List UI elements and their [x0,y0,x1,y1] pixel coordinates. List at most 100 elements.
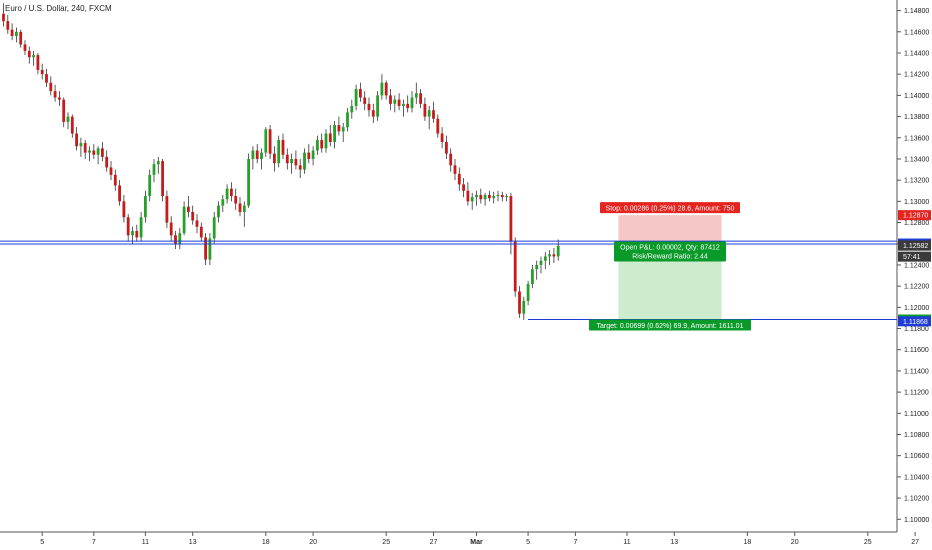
candle [445,135,448,159]
price-tick-label: 1.13200 [904,178,929,185]
candle-body [169,222,173,236]
candle [505,193,508,202]
candle-body [27,50,31,58]
time-tick-label: 27 [430,539,438,546]
time-axis[interactable]: 5 7 11 13 18 20 25 27 Mar 5 7 11 13 18 20 25 27 [0,531,919,546]
candle [548,250,551,265]
candle-body [281,139,285,155]
candle [83,139,87,159]
price-tick-label: 1.11600 [904,347,929,354]
candle [182,201,186,236]
candle-body [242,205,246,212]
candle-body [208,238,212,260]
candle-body [174,235,177,244]
price-tick-label: 1.10000 [904,517,929,524]
candle [75,127,78,151]
candle [462,178,465,198]
target-label: Target: 0.00699 (0.62%) 69.9, Amount: 16… [589,319,751,331]
price-axis[interactable]: 1.14800 1.14600 1.14400 1.14200 1.14000 1.138… [896,0,931,532]
candle-body [556,245,560,257]
candle [66,112,70,130]
candle-body [62,99,66,122]
candle [144,190,147,223]
price-tag-bg [898,251,931,262]
price-tick-label: 1.12400 [904,262,929,269]
candle-body [10,29,14,37]
candle-body [109,167,113,175]
candle-body [264,129,268,153]
candle [204,233,207,265]
candle-body [402,103,405,106]
candle-body [277,139,281,164]
candle-body [526,284,530,301]
candle [470,192,474,210]
candle-body [126,217,130,236]
candle [217,201,220,223]
candle-body [436,118,440,134]
candle-body [427,110,431,117]
candle [513,237,517,297]
candle [294,150,298,170]
candle-body [113,174,117,186]
candle-body [453,165,457,174]
candle [191,205,195,225]
price-tick-label: 1.10600 [904,453,929,460]
candle [101,142,104,162]
price-tick-label: 1.14200 [904,72,929,79]
candle [277,135,281,168]
candle-body [432,110,435,119]
candle [187,196,190,218]
candle [242,201,246,227]
time-tick-label: 5 [40,539,44,546]
time-tick-label: 5 [526,539,530,546]
price-tag: 1.12582 [898,240,931,251]
price-tick-label: 1.13400 [904,156,929,163]
price-tag-bg [898,240,931,251]
candle-body [144,196,147,218]
candle [290,153,293,174]
price-tick-label: 1.13600 [904,135,929,142]
candle [298,158,302,179]
candle [58,91,61,106]
price-tick-label: 1.14000 [904,93,929,100]
time-tick-label: 18 [744,539,752,546]
candle-body [440,133,444,143]
candle [328,125,332,147]
candle [251,146,255,170]
time-tick-label: 7 [92,539,96,546]
candle [126,214,130,242]
plot-area[interactable] [0,0,897,532]
candle [161,158,164,202]
candle [384,80,388,100]
candle [341,122,345,143]
candle [363,91,367,111]
candle [333,120,336,149]
candle [466,182,470,206]
candle [178,227,182,250]
candle-body [118,185,121,202]
candle [105,150,109,172]
candle-body [552,254,556,257]
candle-body [337,125,341,132]
price-tick-label: 1.11800 [904,326,929,333]
price-tag-bg [898,316,931,327]
candle-body [543,256,547,261]
candle [36,52,40,75]
candle-body [148,174,152,197]
time-tick-label: 20 [791,539,799,546]
position-zones [618,215,722,320]
time-tick-label: 13 [189,539,197,546]
candle [337,116,341,136]
candle-body [363,97,367,104]
candle-body [70,116,74,134]
price-tick-label: 1.10200 [904,496,929,503]
candle-body [419,93,422,104]
candle-body [234,196,238,204]
candle-body [156,161,160,165]
candle-body [457,173,461,185]
candle-body [346,112,349,128]
candle-body [212,217,216,239]
candle-body [389,95,392,104]
symbol-title: Euro / U.S. Dollar, 240, FXCM [5,4,112,13]
